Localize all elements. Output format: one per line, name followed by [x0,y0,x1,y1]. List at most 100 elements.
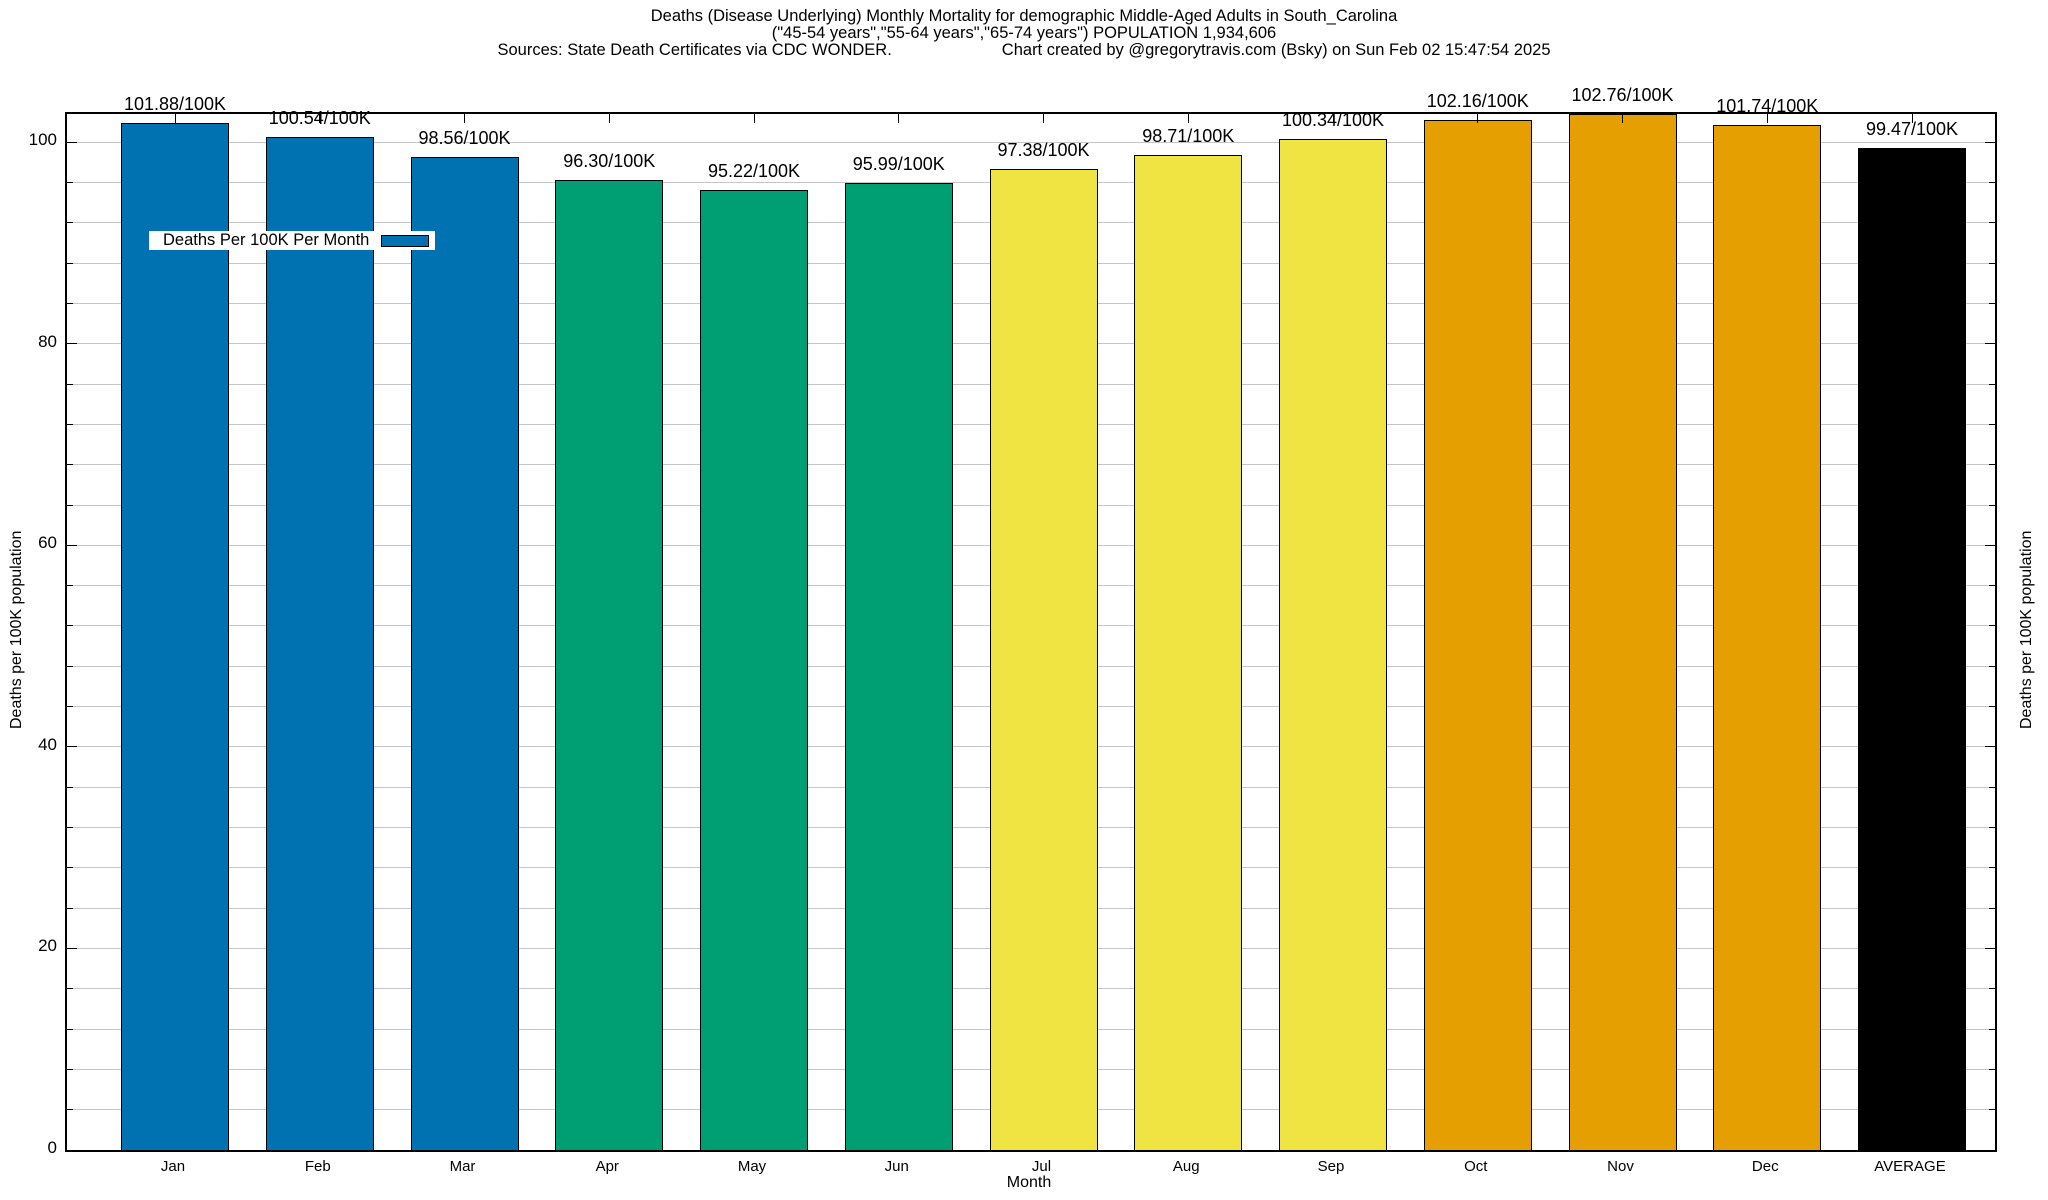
y-tick [67,585,73,587]
y-tick-label: 0 [47,1138,57,1157]
y-tick [1985,746,1995,748]
bar [555,179,664,1150]
x-tick-top [898,114,900,123]
bar-value-label: 102.76/100K [1571,85,1674,106]
x-tick-label: Jun [884,1158,909,1175]
x-tick-top [1187,114,1189,123]
x-tick-label: Feb [304,1158,331,1175]
y-tick [1989,786,1995,788]
chart-subtitle: ("45-54 years","55-64 years","65-74 year… [771,24,1277,42]
y-tick [1985,544,1995,546]
x-tick-top [1766,114,1768,123]
x-tick-label: Jul [1031,1158,1052,1175]
y-tick [67,262,73,264]
bar [1423,120,1532,1150]
x-tick-top [1911,114,1913,123]
y-tick [1989,504,1995,506]
x-tick-label: May [737,1158,767,1175]
x-tick-top [1043,114,1044,123]
bar-value-label: 97.38/100K [997,139,1090,160]
y-tick [1989,1109,1995,1111]
y-tick [1989,262,1995,264]
y-tick [1989,907,1995,909]
x-tick-label: Jan [160,1158,186,1175]
bar-value-label: 95.99/100K [852,153,945,174]
bar [844,182,953,1150]
legend-label: Deaths Per 100K Per Month [163,231,370,249]
bar [700,190,808,1150]
y-tick [1989,585,1995,587]
y-tick [67,182,73,184]
y-tick [1989,1028,1995,1030]
y-tick-label: 100 [28,130,57,150]
y-tick [1989,988,1995,990]
y-tick [1989,625,1995,627]
x-tick-label: AVERAGE [1874,1158,1946,1175]
y-tick [67,665,73,667]
y-tick [1989,302,1995,304]
bar-value-label: 102.16/100K [1426,91,1529,112]
y-tick [1989,222,1995,224]
bar [989,168,1098,1150]
y-tick [1985,947,1995,949]
y-tick [67,544,77,546]
bar-value-label: 101.74/100K [1716,95,1819,116]
bar [1279,138,1387,1150]
y-tick [1989,706,1995,708]
bar [410,156,519,1150]
y-tick [67,1028,73,1030]
y-tick [67,1068,73,1070]
y-tick [67,464,73,466]
y-tick [67,343,77,345]
bar-value-label: 96.30/100K [563,150,656,171]
y-axis-title-right: Deaths per 100K population [2018,530,2035,730]
chart-title: Deaths (Disease Underlying) Monthly Mort… [650,7,1398,25]
y-axis-title-left: Deaths per 100K population [8,530,25,730]
y-tick [67,504,73,506]
y-tick [67,947,77,949]
y-tick [67,625,73,627]
x-tick-label: Apr [595,1158,619,1175]
x-tick-label: Mar [449,1158,476,1175]
x-tick-top [608,114,610,123]
x-tick-top [753,114,755,123]
y-tick [67,988,73,990]
y-tick [67,141,77,143]
bar-value-label: 95.22/100K [707,161,801,182]
x-tick-label: Dec [1751,1158,1779,1175]
y-tick-label: 60 [38,533,57,553]
y-tick [67,786,73,788]
y-tick [67,746,77,748]
gridline [67,141,1995,143]
chart-titles: Deaths (Disease Underlying) Monthly Mort… [0,8,2048,59]
plot-area: 101.88/100K100.54/100K98.56/100K96.30/10… [65,85,1997,1152]
legend-swatch-icon [381,234,430,247]
x-tick-label: Oct [1464,1158,1488,1175]
bar-value-label: 101.88/100K [123,94,227,115]
y-tick [67,222,73,224]
x-tick-label: Aug [1172,1158,1200,1175]
bar [121,123,229,1150]
bar-value-label: 99.47/100K [1865,118,1959,139]
legend: Deaths Per 100K Per Month [149,231,436,250]
y-tick [67,907,73,909]
bar-value-label: 98.56/100K [418,127,511,148]
y-tick [67,423,73,425]
y-tick [1989,464,1995,466]
bar [1568,114,1677,1150]
x-tick-top [464,114,465,123]
y-tick [1985,141,1995,143]
x-tick-top [174,114,176,123]
bar [265,136,374,1150]
y-tick [1989,867,1995,869]
x-tick-label: Sep [1317,1158,1345,1175]
y-tick [67,383,73,385]
y-tick [67,302,73,304]
y-tick [67,706,73,708]
x-tick-top [1477,114,1479,123]
chart-source-line: Sources: State Death Certificates via CD… [0,42,2048,59]
y-tick [67,867,73,869]
y-tick [1989,182,1995,184]
x-tick-top [1622,114,1623,123]
